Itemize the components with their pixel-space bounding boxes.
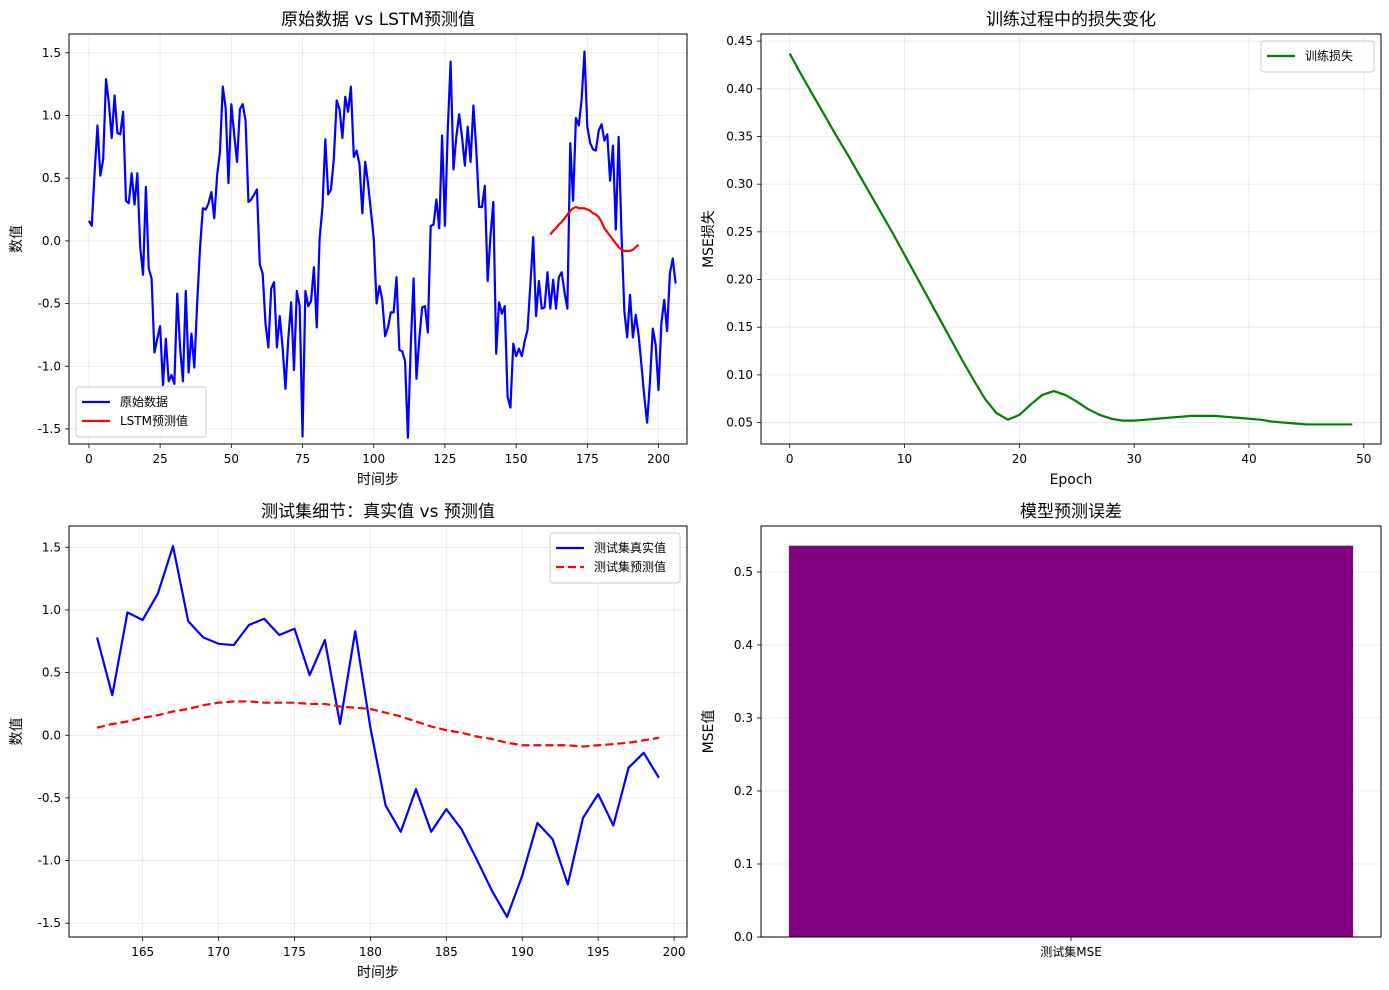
y-axis-label: MSE值 (701, 710, 717, 754)
y-tick-label: 1.0 (42, 603, 61, 617)
y-tick-label: 0.3 (734, 711, 753, 725)
legend: 原始数据 LSTM预测值 (75, 386, 207, 438)
x-tick-label: 175 (576, 452, 599, 466)
y-tick-label: 0.4 (734, 638, 753, 652)
x-tick-label: 50 (1356, 452, 1371, 466)
y-tick-label: 0.0 (734, 930, 753, 944)
y-tick-label: 0.0 (42, 728, 61, 742)
legend: 训练损失 (1260, 40, 1375, 73)
y-tick-label: -1.0 (38, 359, 61, 373)
x-axis-label: 时间步 (357, 472, 399, 488)
y-tick-label: 0.5 (42, 666, 61, 680)
legend-label: 测试集预测值 (594, 559, 666, 574)
x-axis-label: 时间步 (357, 965, 399, 981)
y-tick-label: -0.5 (38, 297, 61, 311)
x-tick-label: 150 (505, 452, 528, 466)
axes-frame (68, 33, 688, 445)
chart-title: 原始数据 vs LSTM预测值 (281, 10, 475, 30)
y-tick-label: 0.45 (726, 34, 753, 48)
x-axis-label: Epoch (1050, 472, 1093, 488)
series-line-p3-1 (96, 700, 660, 748)
y-axis-label: 数值 (9, 718, 25, 746)
y-axis-label: 数值 (9, 225, 25, 253)
chart-title: 训练过程中的损失变化 (986, 10, 1156, 30)
y-tick-label: 0.2 (734, 784, 753, 798)
series-line-p3-0 (96, 544, 660, 919)
y-tick-label: -1.0 (38, 854, 61, 868)
y-tick-label: 0.15 (726, 320, 753, 334)
axes-frame (68, 525, 688, 938)
y-tick-label: 0.10 (726, 368, 753, 382)
legend-label: 训练损失 (1305, 48, 1353, 63)
x-tick-label: 180 (359, 945, 382, 959)
y-axis-label: MSE损失 (701, 210, 717, 268)
x-tick-label: 测试集MSE (1040, 944, 1102, 959)
legend-box (1260, 40, 1375, 73)
legend-label: LSTM预测值 (120, 413, 188, 428)
x-tick-label: 40 (1241, 452, 1256, 466)
x-tick-label: 175 (283, 945, 306, 959)
legend-label: 测试集真实值 (594, 540, 666, 555)
y-tick-label: 1.5 (42, 46, 61, 60)
x-tick-label: 50 (224, 452, 239, 466)
axes-frame (760, 33, 1382, 445)
y-tick-label: 0.30 (726, 177, 753, 191)
panel-p2: 0 10 20 30 40 50 0.05 0.10 0.15 0.20 0.25 0.30 0.35 0… (701, 10, 1382, 488)
x-tick-label: 200 (647, 452, 670, 466)
y-tick-label: 0.5 (734, 565, 753, 579)
series-line-p2-0 (788, 53, 1353, 426)
legend-label: 原始数据 (120, 394, 168, 409)
y-tick-label: 0.25 (726, 225, 753, 239)
x-tick-label: 190 (511, 945, 534, 959)
x-tick-label: 125 (433, 452, 456, 466)
series-line-p1-0 (87, 50, 677, 439)
x-tick-label: 10 (897, 452, 912, 466)
panel-p3: 165 170 175 180 185 190 195 200 -1.5 -1.0 -0.5 0.0 0… (9, 502, 688, 981)
y-tick-label: 1.5 (42, 540, 61, 554)
y-tick-label: -1.5 (38, 422, 61, 436)
x-tick-label: 25 (152, 452, 167, 466)
x-tick-label: 170 (207, 945, 230, 959)
y-tick-label: 0.20 (726, 273, 753, 287)
y-tick-label: -0.5 (38, 791, 61, 805)
x-tick-label: 185 (435, 945, 458, 959)
chart-title: 测试集细节：真实值 vs 预测值 (261, 502, 495, 522)
y-tick-label: 0.05 (726, 416, 753, 430)
series-line-p1-1 (549, 205, 640, 253)
x-tick-label: 0 (85, 452, 93, 466)
bar-测试集MSE (788, 545, 1354, 937)
y-tick-label: 0.0 (42, 234, 61, 248)
chart-title: 模型预测误差 (1020, 502, 1122, 522)
x-tick-label: 100 (362, 452, 385, 466)
x-tick-label: 195 (587, 945, 610, 959)
legend-box (75, 386, 207, 438)
y-tick-label: 1.0 (42, 108, 61, 122)
y-tick-label: 0.40 (726, 82, 753, 96)
x-tick-label: 0 (786, 452, 794, 466)
y-tick-label: 0.5 (42, 171, 61, 185)
x-tick-label: 75 (295, 452, 310, 466)
y-tick-label: 0.35 (726, 130, 753, 144)
panel-p4: 测试集MSE 0.0 0.1 0.2 0.3 0.4 0.5 模型预测误差 MSE值 (701, 502, 1382, 959)
y-tick-label: 0.1 (734, 857, 753, 871)
legend-box (549, 532, 681, 584)
y-tick-label: -1.5 (38, 916, 61, 930)
x-tick-label: 30 (1127, 452, 1142, 466)
x-tick-label: 20 (1012, 452, 1027, 466)
x-tick-label: 200 (663, 945, 686, 959)
x-tick-label: 165 (131, 945, 154, 959)
panel-p1: 0 25 50 75 100 125 150 175 200 -1.5 -1.0 -0.5 0.0 0.5… (9, 10, 688, 488)
